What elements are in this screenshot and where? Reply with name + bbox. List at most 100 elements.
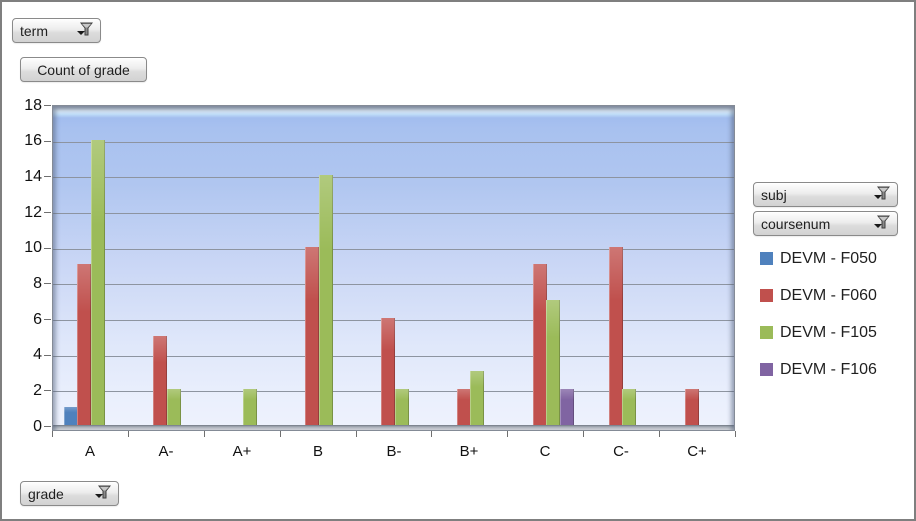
x-axis-label: B xyxy=(312,443,323,460)
bar-DEVM-F105[interactable] xyxy=(91,140,105,425)
bar-DEVM-F105[interactable] xyxy=(319,175,333,425)
y-axis-tick xyxy=(44,426,51,427)
y-axis-label: 16 xyxy=(24,132,42,149)
grade-filter-button[interactable]: grade xyxy=(20,481,119,506)
bar-sheen xyxy=(560,389,574,425)
subj-filter-label: subj xyxy=(761,186,787,203)
x-axis-label: C xyxy=(539,443,551,460)
bar-DEVM-F060[interactable] xyxy=(153,336,167,425)
x-axis-tick xyxy=(52,431,53,437)
bar-sheen xyxy=(381,318,395,425)
y-axis-label: 8 xyxy=(33,275,42,292)
x-axis-label: B+ xyxy=(459,443,479,460)
y-axis-tick xyxy=(44,248,51,249)
legend-series-label: DEVM - F106 xyxy=(780,360,877,378)
term-filter-label: term xyxy=(20,22,48,39)
bar-DEVM-F105[interactable] xyxy=(395,389,409,425)
y-axis-label: 4 xyxy=(33,346,42,363)
bar-sheen xyxy=(457,389,471,425)
bar-sheen xyxy=(470,371,484,425)
bar-sheen xyxy=(243,389,257,425)
bar-DEVM-F060[interactable] xyxy=(381,318,395,425)
legend: DEVM - F050 DEVM - F060 DEVM - F105 DEVM - … xyxy=(760,250,877,378)
x-axis-tick xyxy=(280,431,281,437)
legend-color-swatch xyxy=(760,363,773,376)
value-field-button[interactable]: Count of grade xyxy=(20,57,147,82)
legend-color-swatch xyxy=(760,252,773,265)
plot-area xyxy=(52,105,735,431)
bar-sheen xyxy=(305,247,319,425)
y-axis-tick xyxy=(44,283,51,284)
x-axis-tick xyxy=(583,431,584,437)
y-axis-tick xyxy=(44,212,51,213)
legend-item: DEVM - F105 xyxy=(760,324,877,341)
y-axis-label: 18 xyxy=(24,97,42,114)
bar-DEVM-F105[interactable] xyxy=(622,389,636,425)
subj-filter-button[interactable]: subj xyxy=(753,182,898,207)
legend-color-swatch xyxy=(760,326,773,339)
x-axis-tick xyxy=(659,431,660,437)
filter-dropdown-icon xyxy=(75,22,94,40)
plot-floor xyxy=(53,425,734,430)
gridline xyxy=(53,142,734,143)
bar-DEVM-F060[interactable] xyxy=(685,389,699,425)
x-axis-label: C- xyxy=(613,443,629,460)
bar-sheen xyxy=(609,247,623,425)
x-axis-label: A+ xyxy=(232,443,252,460)
bar-sheen xyxy=(622,389,636,425)
legend-series-label: DEVM - F105 xyxy=(780,323,877,341)
term-filter-button[interactable]: term xyxy=(12,18,101,43)
bar-DEVM-F060[interactable] xyxy=(77,264,91,425)
bar-DEVM-F060[interactable] xyxy=(609,247,623,425)
gridline xyxy=(53,213,734,214)
x-axis-tick xyxy=(431,431,432,437)
filter-dropdown-icon xyxy=(872,215,891,233)
coursenum-filter-label: coursenum xyxy=(761,215,831,232)
x-axis-tick xyxy=(204,431,205,437)
bar-sheen xyxy=(64,407,78,425)
bar-sheen xyxy=(533,264,547,425)
legend-item: DEVM - F060 xyxy=(760,287,877,304)
bar-sheen xyxy=(546,300,560,425)
bar-sheen xyxy=(395,389,409,425)
legend-color-swatch xyxy=(760,289,773,302)
y-axis-tick xyxy=(44,355,51,356)
bar-DEVM-F105[interactable] xyxy=(167,389,181,425)
x-axis-tick xyxy=(356,431,357,437)
bar-DEVM-F106[interactable] xyxy=(560,389,574,425)
legend-item: DEVM - F106 xyxy=(760,361,877,378)
coursenum-filter-button[interactable]: coursenum xyxy=(753,211,898,236)
grade-filter-label: grade xyxy=(28,485,64,502)
y-axis-label: 10 xyxy=(24,239,42,256)
x-axis-label: B- xyxy=(386,443,402,460)
y-axis-tick xyxy=(44,319,51,320)
legend-series-label: DEVM - F060 xyxy=(780,286,877,304)
x-axis-label: C+ xyxy=(687,443,707,460)
x-axis-label: A xyxy=(84,443,95,460)
bar-DEVM-F105[interactable] xyxy=(243,389,257,425)
bar-DEVM-F105[interactable] xyxy=(546,300,560,425)
bar-sheen xyxy=(167,389,181,425)
x-axis-tick xyxy=(735,431,736,437)
y-axis-label: 0 xyxy=(33,418,42,435)
y-axis-label: 12 xyxy=(24,204,42,221)
y-axis-tick xyxy=(44,176,51,177)
y-axis-tick xyxy=(44,141,51,142)
gridline xyxy=(53,177,734,178)
x-axis-tick xyxy=(128,431,129,437)
y-axis-tick xyxy=(44,390,51,391)
y-axis-tick xyxy=(44,105,51,106)
x-axis-label: A- xyxy=(158,443,174,460)
bar-sheen xyxy=(685,389,699,425)
legend-item: DEVM - F050 xyxy=(760,250,877,267)
bar-sheen xyxy=(153,336,167,425)
bar-DEVM-F060[interactable] xyxy=(457,389,471,425)
bar-DEVM-F050[interactable] xyxy=(64,407,78,425)
bar-DEVM-F105[interactable] xyxy=(470,371,484,425)
bar-DEVM-F060[interactable] xyxy=(305,247,319,425)
value-field-label: Count of grade xyxy=(37,61,130,78)
filter-dropdown-icon xyxy=(93,485,112,503)
bar-sheen xyxy=(91,140,105,425)
bar-DEVM-F060[interactable] xyxy=(533,264,547,425)
